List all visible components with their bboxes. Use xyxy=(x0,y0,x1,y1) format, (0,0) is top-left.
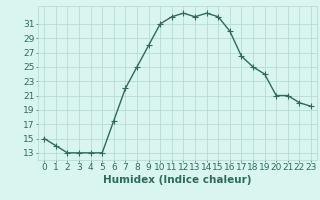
X-axis label: Humidex (Indice chaleur): Humidex (Indice chaleur) xyxy=(103,175,252,185)
